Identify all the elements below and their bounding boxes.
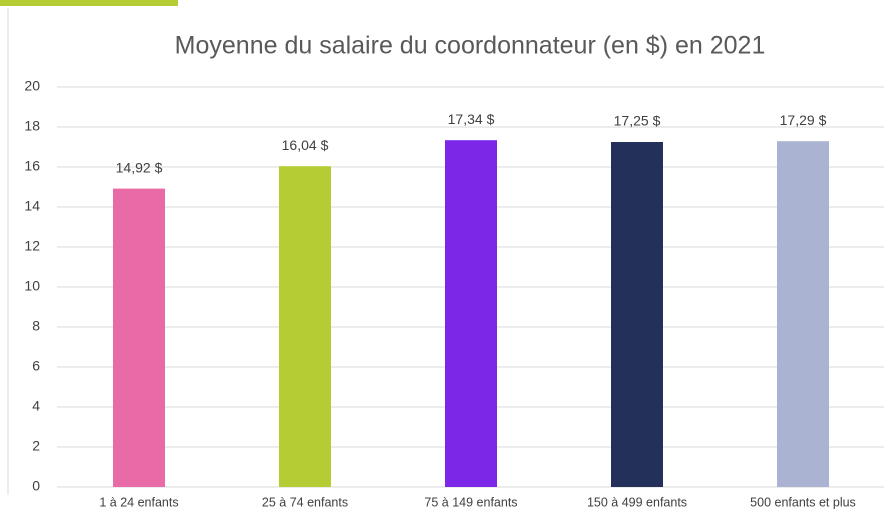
y-tick-label: 6 — [32, 358, 40, 374]
chart-title: Moyenne du salaire du coordonnateur (en … — [175, 32, 766, 60]
y-tick-label: 10 — [24, 278, 40, 294]
y-tick-label: 2 — [32, 438, 40, 454]
bar — [445, 140, 497, 487]
data-label: 16,04 $ — [282, 137, 329, 153]
y-tick-label: 4 — [32, 398, 40, 414]
header-accent — [0, 0, 178, 6]
bar — [279, 166, 331, 487]
data-label: 17,29 $ — [780, 112, 827, 128]
bar — [113, 188, 165, 487]
x-tick-label: 75 à 149 enfants — [424, 495, 517, 509]
x-tick-label: 1 à 24 enfants — [99, 495, 178, 509]
x-tick-label: 500 enfants et plus — [750, 495, 856, 509]
x-tick-label: 150 à 499 enfants — [587, 495, 687, 509]
y-tick-label: 0 — [32, 478, 40, 494]
data-label: 17,34 $ — [448, 111, 495, 127]
x-tick-label: 25 à 74 enfants — [262, 495, 348, 509]
bar — [777, 141, 829, 487]
y-tick-label: 20 — [24, 78, 40, 94]
y-tick-label: 18 — [24, 118, 40, 134]
data-label: 17,25 $ — [614, 113, 661, 129]
y-tick-label: 14 — [24, 198, 40, 214]
y-tick-label: 12 — [24, 238, 40, 254]
bar — [611, 142, 663, 487]
y-tick-label: 8 — [32, 318, 40, 334]
data-label: 14,92 $ — [116, 159, 163, 175]
y-tick-label: 16 — [24, 158, 40, 174]
